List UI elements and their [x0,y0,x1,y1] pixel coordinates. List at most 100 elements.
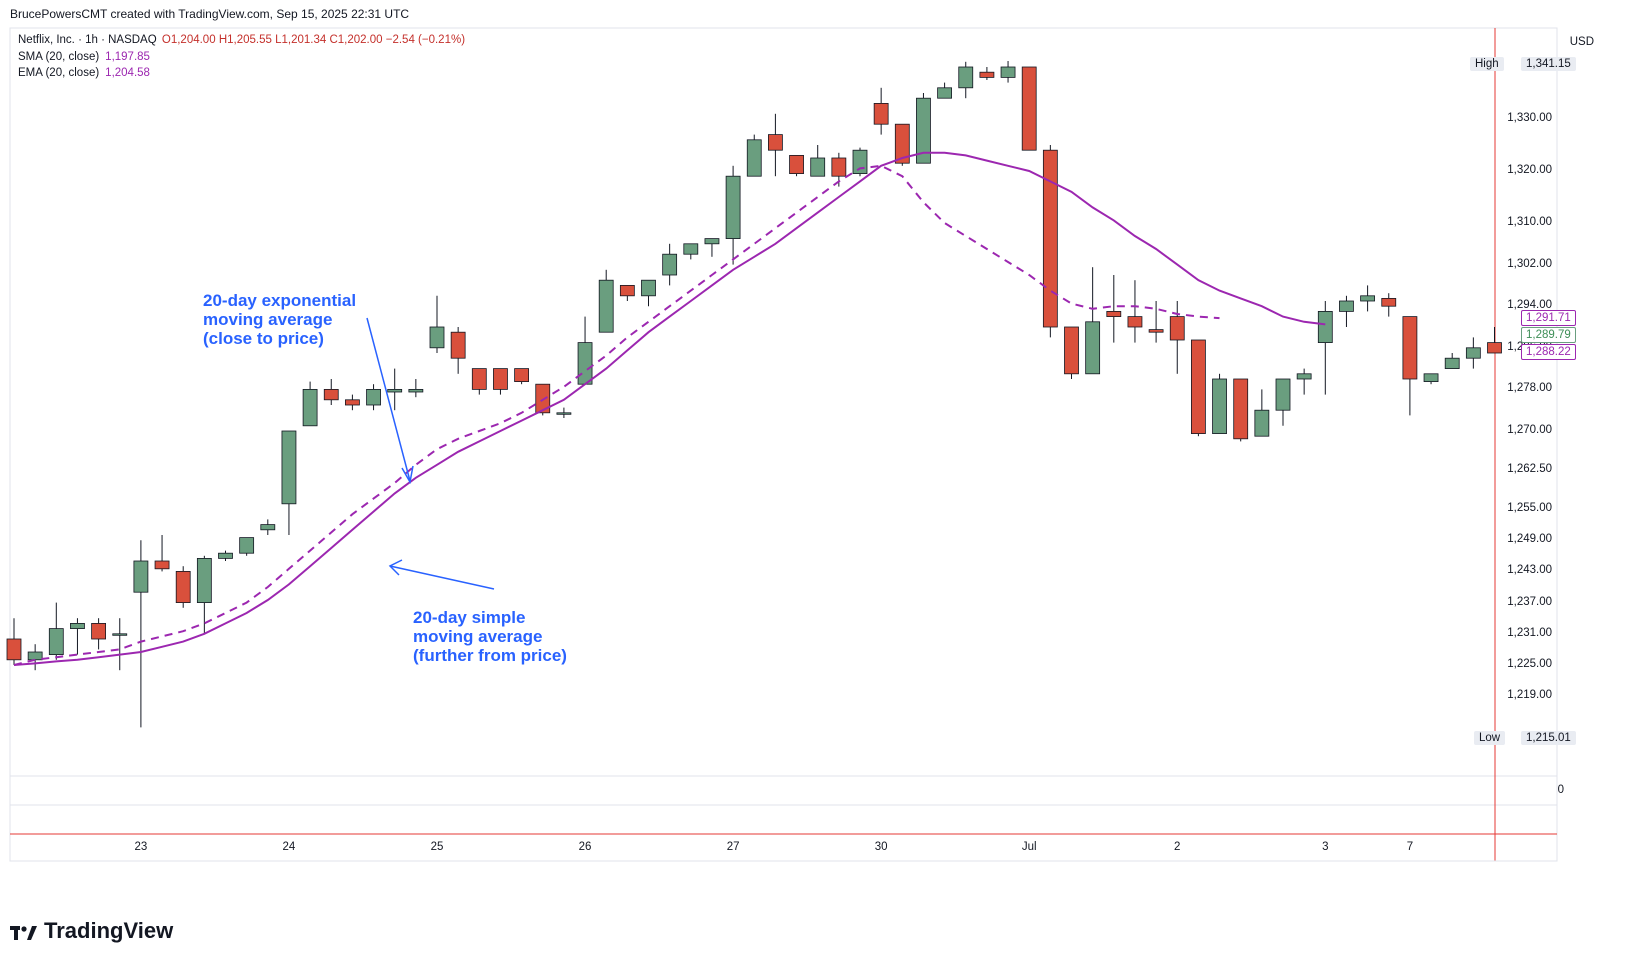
candle-body [1148,329,1164,333]
candle [1000,61,1016,83]
candle [1254,389,1270,437]
candle [450,327,466,374]
candle-body [218,552,233,559]
sma-legend[interactable]: SMA (20, close) 1,197.85 [18,51,150,63]
candle-body [70,623,85,630]
candle-body [725,175,741,239]
candle-body [831,157,847,177]
candle-body [1339,300,1354,312]
candle [1021,66,1037,151]
ema-arrow-shaft [366,317,411,482]
candle-body [6,638,22,661]
candle [662,243,678,286]
candle-body [1021,66,1037,151]
price-tag-sma: 1,291.71 [1521,310,1576,326]
candle-body [577,342,593,385]
candle [789,154,804,177]
candle [746,134,762,177]
candle [323,379,339,405]
candle-body [1233,378,1249,440]
price-tick-label: 1,294.00 [1507,299,1552,312]
candle-body [154,560,170,570]
candle-body [1064,326,1079,375]
ema-arrow-head [401,465,414,485]
symbol-legend[interactable]: Netflix, Inc. · 1h · NASDAQ O1,204.00 H1… [18,34,465,46]
candle [1212,373,1227,434]
candle [471,368,487,395]
candle [1402,316,1418,416]
candle [154,535,170,572]
high-marker: High [1470,57,1504,71]
candle-body [344,399,360,406]
candle [48,602,64,660]
candle-body [916,97,931,164]
candle-body [619,284,635,297]
candle-body [450,331,466,359]
candle-body [1360,295,1375,302]
candle [556,407,572,418]
candle-body [387,388,403,393]
ohlc-values: O1,204.00 H1,205.55 L1,201.34 C1,202.00 … [162,34,465,46]
candle [768,113,783,177]
candle [852,147,868,177]
time-tick-label: 2 [1174,841,1181,853]
ema-label: EMA (20, close) [18,67,100,79]
candle [175,566,191,608]
candle-body [979,71,995,78]
annotation-arrows [366,317,495,590]
candle-body [1000,66,1016,78]
candle [281,430,297,535]
sma-arrow-shaft [389,565,495,590]
candle [1465,337,1481,369]
ohlc-high: H1,205.55 [218,34,272,46]
candle-body [260,524,276,531]
candle [873,87,889,135]
candle-body [1465,347,1481,359]
candle-body [408,388,424,393]
candle-body [1317,310,1333,343]
candle-body [1275,378,1291,411]
candle-body [1423,373,1439,382]
candle-body [493,368,508,390]
candle-body [196,558,212,604]
candle-body [746,139,762,177]
ema-legend[interactable]: EMA (20, close) 1,204.58 [18,67,150,79]
price-tick-label: 1,225.00 [1507,658,1552,670]
candle [387,368,403,411]
candle-body [894,123,910,164]
candle-body [1212,378,1227,434]
price-tick-label: 1,262.50 [1507,463,1552,475]
candle-body [302,388,318,427]
price-tick-label: 1,243.00 [1507,564,1552,577]
candle [1148,301,1164,343]
candle-body [852,149,868,174]
candle [958,61,974,99]
candle-body [662,253,678,276]
candle [70,618,85,655]
candle-body [1085,321,1101,375]
candle-body [1402,316,1418,380]
tradingview-logo[interactable]: TradingView [10,918,173,944]
candle-body [239,537,255,554]
candle-body [1106,310,1122,317]
sma-annotation: 20-day simple moving average (further fr… [413,608,567,665]
high-value: 1,341.15 [1521,57,1576,71]
price-tag-last: 1,289.79 [1521,327,1576,343]
high-label: High [1475,58,1499,70]
candle-body [1191,339,1206,434]
time-tick-label: 30 [874,841,888,853]
candle [112,618,128,671]
time-tick-label: 7 [1406,841,1414,853]
currency-label[interactable]: USD [1569,36,1594,48]
candle-body [1444,357,1460,370]
ema-value: 1,204.58 [105,67,150,79]
candle-body [1127,316,1143,328]
time-tick-label: 24 [282,841,296,853]
candle-body [471,368,487,390]
candle [429,295,445,353]
candle [260,519,276,535]
ohlc-low: L1,201.34 [275,34,327,46]
candle [1487,327,1502,354]
candle-body [48,628,64,655]
